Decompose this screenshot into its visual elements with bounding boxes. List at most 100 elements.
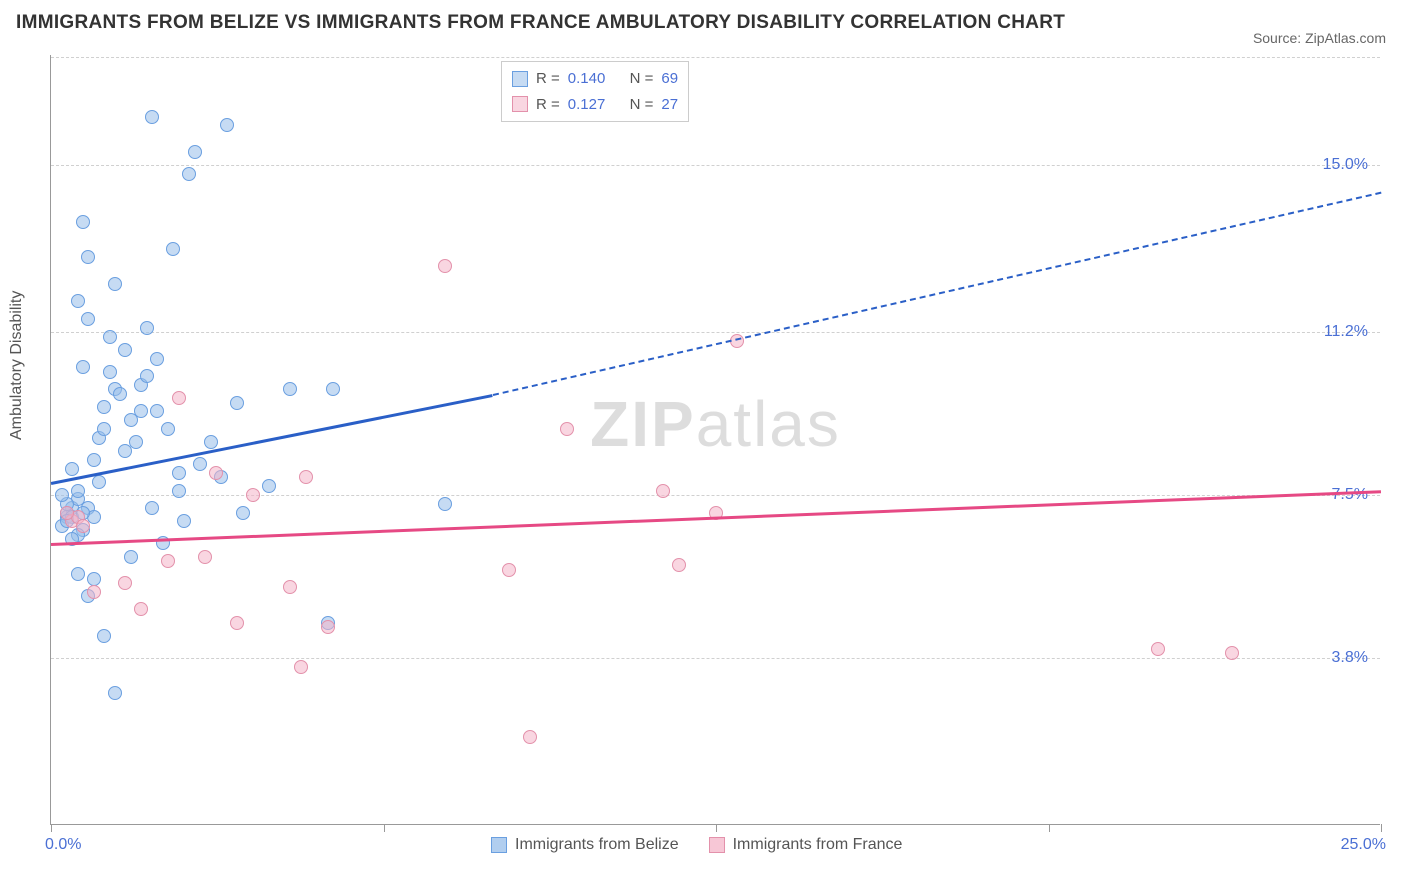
scatter-point bbox=[560, 422, 574, 436]
scatter-point bbox=[326, 382, 340, 396]
scatter-point bbox=[161, 554, 175, 568]
y-tick-label: 11.2% bbox=[1324, 323, 1368, 341]
scatter-point bbox=[150, 352, 164, 366]
scatter-point bbox=[204, 435, 218, 449]
x-tick-mark bbox=[51, 824, 52, 832]
scatter-point bbox=[656, 484, 670, 498]
r-label: R = bbox=[536, 92, 560, 118]
scatter-point bbox=[81, 312, 95, 326]
scatter-point bbox=[321, 620, 335, 634]
legend-row-france: R = 0.127 N = 27 bbox=[512, 92, 678, 118]
scatter-point bbox=[220, 118, 234, 132]
scatter-point bbox=[140, 321, 154, 335]
scatter-point bbox=[230, 396, 244, 410]
swatch-belize bbox=[512, 71, 528, 87]
n-label: N = bbox=[630, 92, 654, 118]
scatter-point bbox=[65, 462, 79, 476]
scatter-point bbox=[97, 629, 111, 643]
scatter-point bbox=[97, 422, 111, 436]
scatter-point bbox=[97, 400, 111, 414]
scatter-point bbox=[150, 404, 164, 418]
scatter-point bbox=[134, 404, 148, 418]
y-tick-label: 7.5% bbox=[1332, 486, 1368, 504]
watermark: ZIPatlas bbox=[590, 387, 841, 461]
legend-label-belize: Immigrants from Belize bbox=[515, 836, 679, 854]
source-attribution: Source: ZipAtlas.com bbox=[1253, 30, 1386, 46]
scatter-point bbox=[55, 488, 69, 502]
scatter-point bbox=[118, 576, 132, 590]
scatter-point bbox=[166, 242, 180, 256]
scatter-point bbox=[87, 585, 101, 599]
scatter-point bbox=[283, 580, 297, 594]
scatter-point bbox=[71, 484, 85, 498]
scatter-point bbox=[103, 365, 117, 379]
scatter-point bbox=[172, 391, 186, 405]
x-tick-mark bbox=[384, 824, 385, 832]
legend-label-france: Immigrants from France bbox=[733, 836, 903, 854]
scatter-point bbox=[1225, 646, 1239, 660]
x-tick-mark bbox=[1049, 824, 1050, 832]
watermark-light: atlas bbox=[696, 388, 841, 460]
scatter-point bbox=[177, 514, 191, 528]
scatter-point bbox=[294, 660, 308, 674]
swatch-france bbox=[512, 96, 528, 112]
gridline bbox=[51, 658, 1380, 659]
n-value-france: 27 bbox=[661, 92, 678, 118]
scatter-point bbox=[172, 484, 186, 498]
x-tick-mark bbox=[1381, 824, 1382, 832]
watermark-bold: ZIP bbox=[590, 388, 696, 460]
swatch-france bbox=[709, 837, 725, 853]
scatter-point bbox=[60, 506, 74, 520]
legend-stats: R = 0.140 N = 69 R = 0.127 N = 27 bbox=[501, 61, 689, 122]
legend-item-france: Immigrants from France bbox=[709, 836, 903, 854]
n-label: N = bbox=[630, 66, 654, 92]
scatter-point bbox=[230, 616, 244, 630]
r-label: R = bbox=[536, 66, 560, 92]
r-value-belize: 0.140 bbox=[568, 66, 606, 92]
legend-item-belize: Immigrants from Belize bbox=[491, 836, 679, 854]
scatter-point bbox=[103, 330, 117, 344]
scatter-point bbox=[118, 343, 132, 357]
scatter-point bbox=[92, 475, 106, 489]
scatter-point bbox=[182, 167, 196, 181]
trend-line bbox=[51, 394, 493, 484]
scatter-point bbox=[76, 215, 90, 229]
scatter-point bbox=[672, 558, 686, 572]
scatter-point bbox=[71, 567, 85, 581]
scatter-point bbox=[145, 501, 159, 515]
scatter-point bbox=[87, 453, 101, 467]
gridline bbox=[51, 57, 1380, 58]
y-tick-label: 15.0% bbox=[1323, 156, 1368, 174]
y-axis-label: Ambulatory Disability bbox=[8, 291, 26, 440]
chart-title: IMMIGRANTS FROM BELIZE VS IMMIGRANTS FRO… bbox=[16, 12, 1065, 34]
gridline bbox=[51, 165, 1380, 166]
plot-area: ZIPatlas 3.8% 7.5% 11.2% 15.0% R = 0.140 N … bbox=[50, 55, 1380, 825]
scatter-point bbox=[523, 730, 537, 744]
scatter-point bbox=[283, 382, 297, 396]
scatter-point bbox=[438, 259, 452, 273]
legend-row-belize: R = 0.140 N = 69 bbox=[512, 66, 678, 92]
x-min-label: 0.0% bbox=[45, 836, 81, 854]
scatter-point bbox=[134, 602, 148, 616]
scatter-point bbox=[236, 506, 250, 520]
n-value-belize: 69 bbox=[661, 66, 678, 92]
scatter-point bbox=[299, 470, 313, 484]
scatter-point bbox=[76, 360, 90, 374]
scatter-point bbox=[81, 250, 95, 264]
scatter-point bbox=[161, 422, 175, 436]
x-max-label: 25.0% bbox=[1341, 836, 1386, 854]
gridline bbox=[51, 332, 1380, 333]
scatter-point bbox=[76, 519, 90, 533]
y-tick-label: 3.8% bbox=[1332, 649, 1368, 667]
scatter-point bbox=[108, 277, 122, 291]
scatter-point bbox=[87, 572, 101, 586]
scatter-point bbox=[140, 369, 154, 383]
scatter-point bbox=[262, 479, 276, 493]
scatter-point bbox=[145, 110, 159, 124]
scatter-point bbox=[113, 387, 127, 401]
x-tick-mark bbox=[716, 824, 717, 832]
r-value-france: 0.127 bbox=[568, 92, 606, 118]
scatter-point bbox=[209, 466, 223, 480]
legend-series: Immigrants from Belize Immigrants from F… bbox=[491, 836, 902, 854]
scatter-point bbox=[71, 294, 85, 308]
